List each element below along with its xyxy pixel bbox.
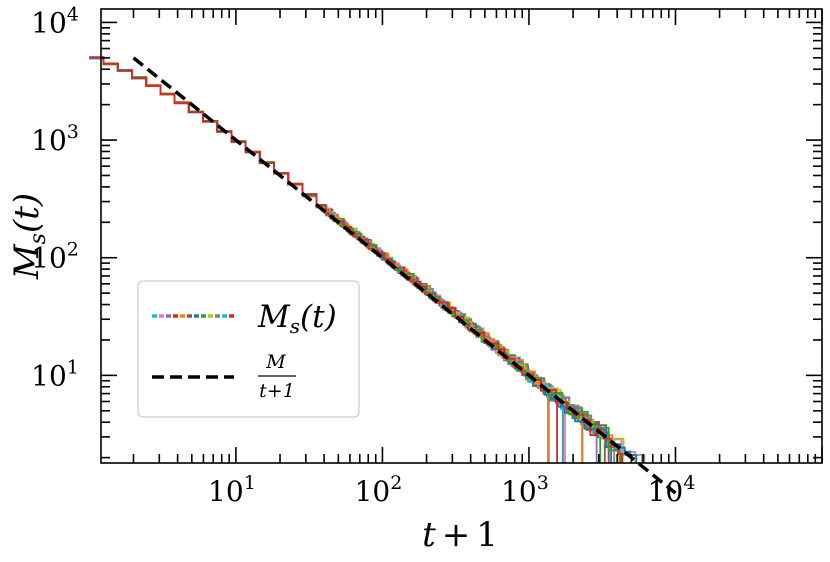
x-tick-label: 103 [501, 472, 549, 508]
plot-frame [100, 8, 823, 464]
legend-label-reference-numerator: M [265, 351, 286, 373]
y-tick-label: 101 [31, 356, 79, 392]
reference-line-layer [132, 56, 677, 495]
reference-line [132, 56, 677, 495]
legend-label-reference-denominator: t+1 [259, 380, 295, 402]
x-tick-label: 104 [648, 472, 696, 508]
legend-label-ms: Ms(t) [257, 299, 337, 338]
y-axis-title: Ms(t) [7, 193, 51, 280]
x-axis-title: t +1 [422, 515, 498, 555]
y-tick-label: 104 [31, 3, 79, 39]
x-tick-label: 101 [208, 472, 256, 508]
x-tick-label: 102 [355, 472, 403, 508]
y-tick-label: 103 [31, 121, 79, 157]
ticks-layer [101, 9, 823, 463]
legend-frame [137, 280, 360, 418]
tick-labels-layer: 101 102 103 104 101 102 103 104 [31, 3, 695, 508]
legend: Ms(t) M t+1 [137, 280, 360, 418]
y-tick-label: 102 [31, 239, 79, 275]
